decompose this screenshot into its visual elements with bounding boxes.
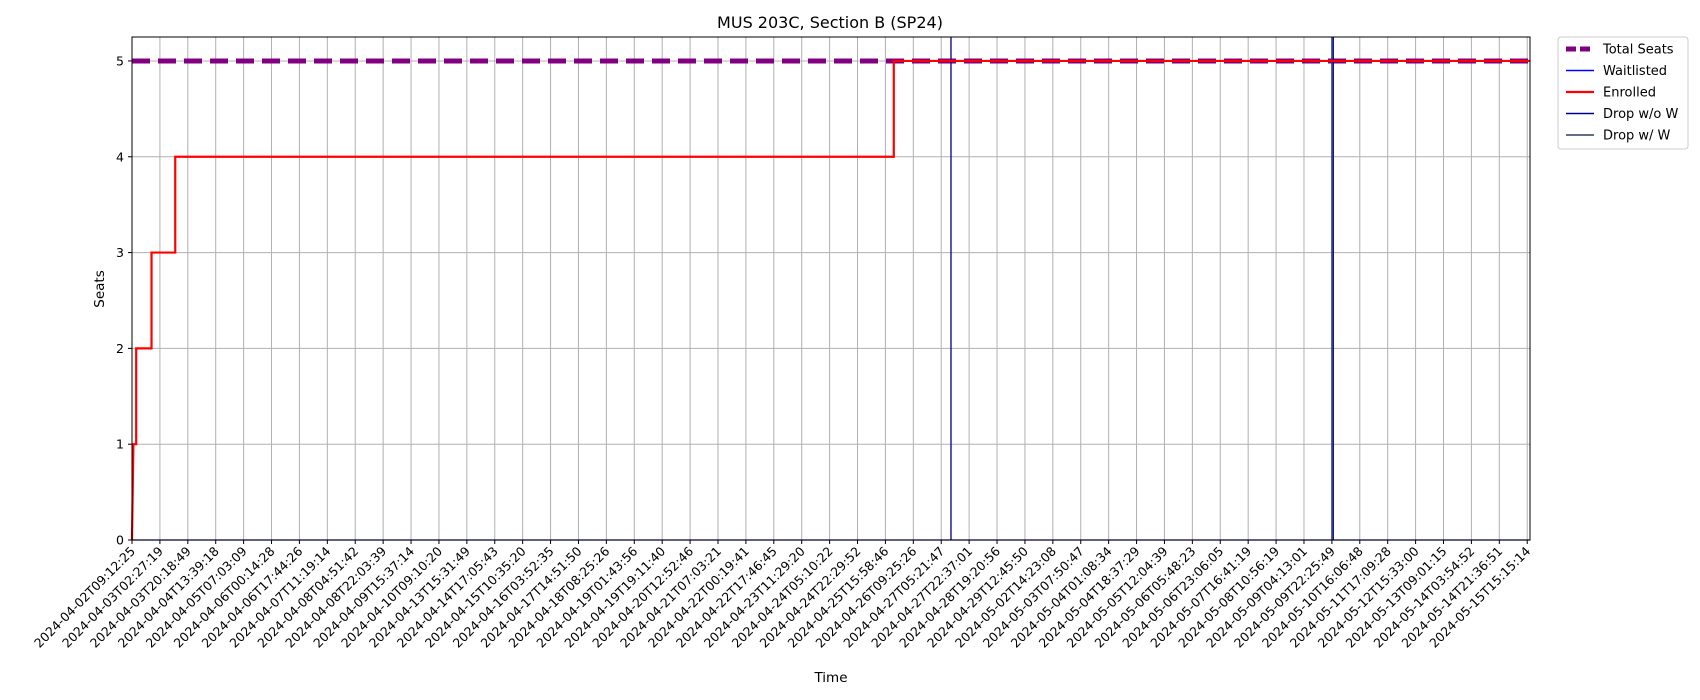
x-axis-title: Time (813, 670, 847, 686)
y-tick-label: 4 (116, 149, 124, 164)
y-tick-label: 1 (116, 437, 124, 452)
x-axis: 2024-04-02T09:12:252024-04-03T02:27:1920… (31, 540, 1533, 651)
y-tick-label: 0 (116, 533, 124, 548)
y-axis: 0 1 2 3 4 5 (116, 53, 132, 548)
legend-label-drop-w-o-w: Drop w/o W (1603, 107, 1679, 122)
y-axis-title: Seats (92, 270, 108, 307)
legend-label-enrolled: Enrolled (1603, 86, 1656, 101)
plot-frame (131, 36, 1531, 541)
legend-label-waitlisted: Waitlisted (1603, 64, 1667, 79)
legend-label-drop-w-w: Drop w/ W (1603, 129, 1671, 144)
legend-label-total-seats: Total Seats (1602, 43, 1674, 58)
series-enrolled-line (130, 59, 1530, 541)
legend-box (1557, 36, 1689, 150)
legend: Total Seats Waitlisted Enrolled Drop w/o W D… (1557, 36, 1689, 150)
chart-title: MUS 203C, Section B (SP24) (717, 13, 943, 32)
y-tick-label: 3 (116, 245, 124, 260)
y-tick-label: 2 (116, 341, 124, 356)
grid (131, 37, 1530, 541)
series-layer (130, 37, 1530, 541)
y-tick-label: 5 (116, 53, 124, 68)
